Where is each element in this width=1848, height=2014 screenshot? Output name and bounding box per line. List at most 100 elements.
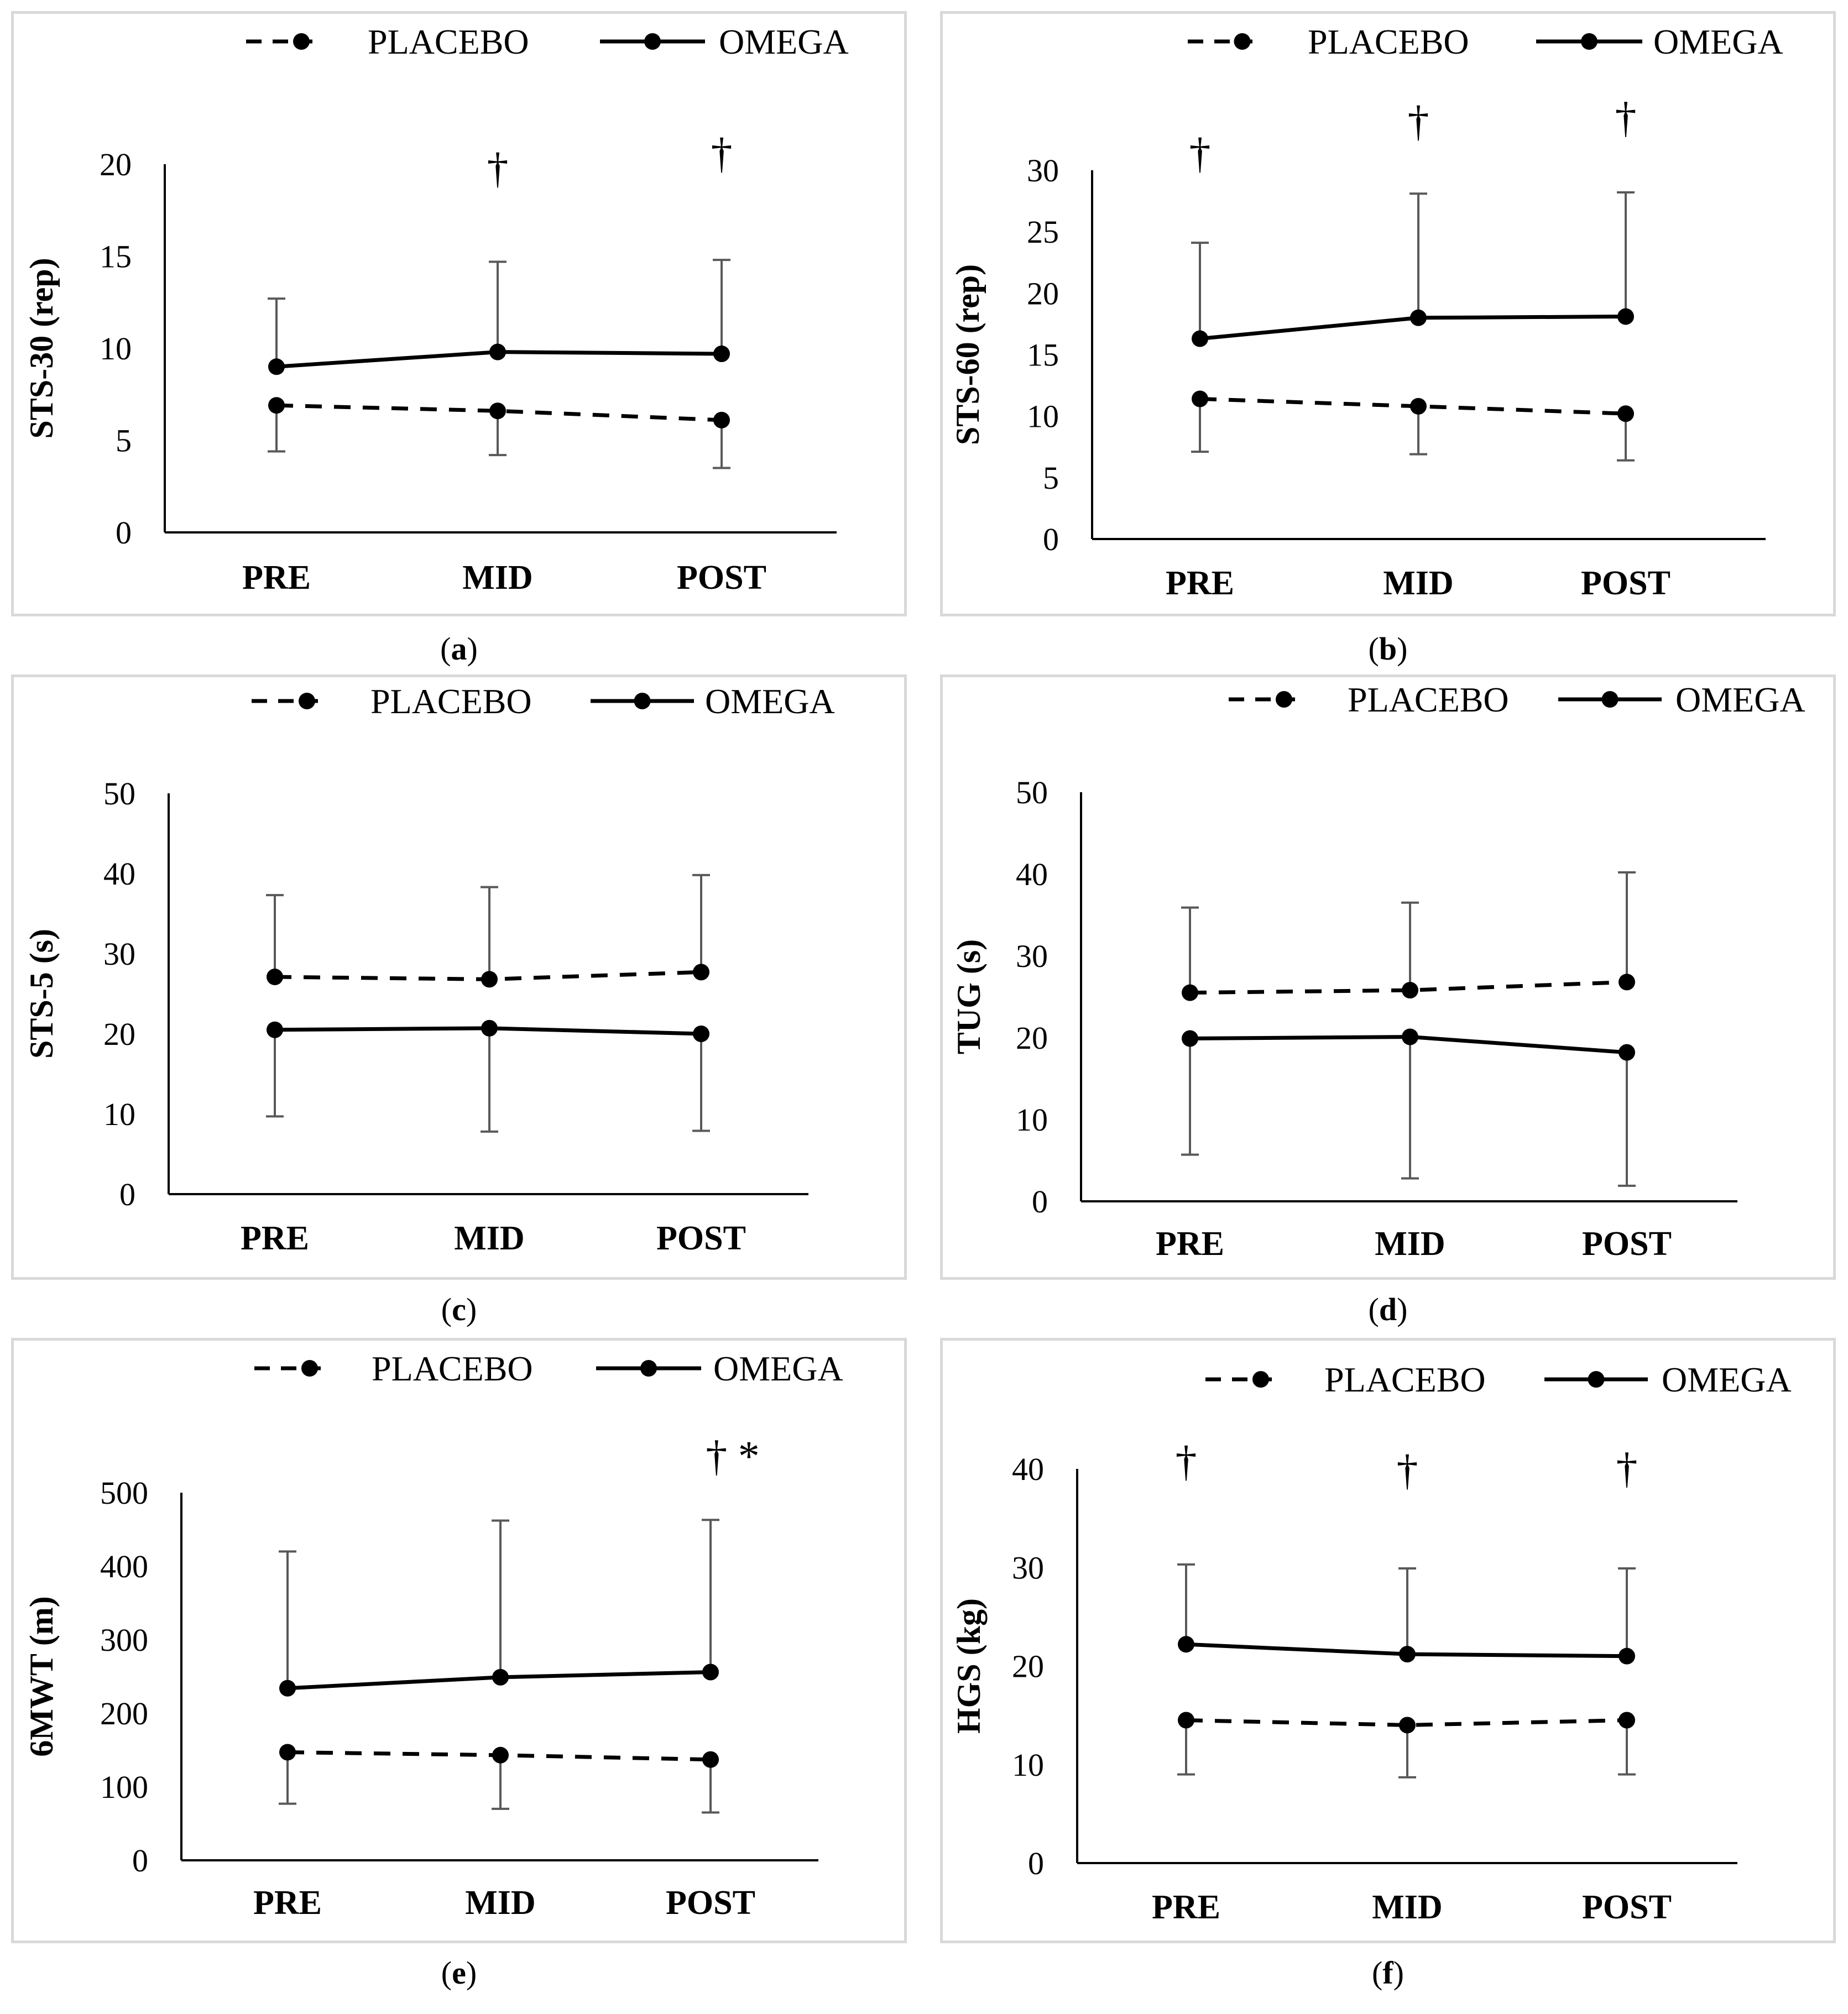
data-point-omega bbox=[481, 1019, 498, 1037]
legend-placebo-label: PLACEBO bbox=[370, 682, 532, 721]
legend-placebo-label: PLACEBO bbox=[1324, 1360, 1486, 1399]
y-tick-label: 5 bbox=[1043, 460, 1059, 496]
legend-placebo-label: PLACEBO bbox=[1348, 680, 1509, 719]
legend-omega-marker bbox=[640, 1360, 657, 1377]
y-tick-label: 50 bbox=[1016, 775, 1048, 810]
panel-f-frame bbox=[940, 1338, 1836, 1943]
data-point-omega bbox=[1182, 1030, 1198, 1047]
legend-omega-label: OMEGA bbox=[1653, 22, 1783, 61]
y-tick-label: 30 bbox=[1016, 938, 1048, 974]
panel-a-frame bbox=[11, 11, 907, 616]
y-tick-label: 20 bbox=[1012, 1649, 1044, 1685]
caption-letter: c bbox=[452, 1291, 466, 1327]
data-point-omega bbox=[702, 1663, 719, 1681]
legend-placebo-marker bbox=[299, 693, 315, 709]
data-point-placebo bbox=[693, 964, 709, 981]
series-line-placebo bbox=[1199, 397, 1626, 416]
panel-f-caption: (f) bbox=[1372, 1955, 1404, 1991]
x-tick-label: POST bbox=[656, 1220, 746, 1257]
caption-letter: d bbox=[1379, 1291, 1397, 1327]
panel-b-caption: (b) bbox=[1368, 631, 1408, 667]
data-point-omega bbox=[1619, 1044, 1635, 1061]
y-tick-label: 30 bbox=[1027, 153, 1059, 189]
series-line-placebo bbox=[276, 403, 722, 422]
data-point-omega bbox=[489, 343, 506, 360]
legend-placebo-marker bbox=[1276, 691, 1292, 708]
significance-marker: † bbox=[1615, 93, 1637, 142]
x-tick-label: POST bbox=[1582, 1889, 1672, 1926]
legend: PLACEBO OMEGA bbox=[1188, 22, 1783, 61]
caption-letter: b bbox=[1379, 631, 1397, 667]
panel-e-caption: (e) bbox=[441, 1955, 477, 1991]
y-tick-label: 10 bbox=[1012, 1747, 1044, 1783]
y-tick-label: 20 bbox=[100, 147, 132, 182]
data-point-omega bbox=[693, 1026, 709, 1042]
legend-omega-marker bbox=[1581, 33, 1598, 50]
x-tick-label: PRE bbox=[1156, 1225, 1224, 1263]
data-point-placebo bbox=[492, 1746, 509, 1764]
y-tick-label: 0 bbox=[1043, 521, 1059, 557]
data-point-omega bbox=[1617, 308, 1634, 325]
x-tick-label: POST bbox=[666, 1884, 755, 1922]
y-tick-label: 10 bbox=[1016, 1102, 1048, 1138]
data-point-placebo bbox=[489, 402, 506, 420]
y-tick-label: 5 bbox=[116, 423, 132, 459]
chart-panel-d: 0 10 20 30 40 50 TUG (s) PRE MID POST PLACEBO OMEGA bbox=[951, 680, 1805, 1263]
y-tick-label: 10 bbox=[1027, 399, 1059, 435]
y-tick-label: 20 bbox=[1016, 1020, 1048, 1056]
caption-letter: a bbox=[451, 631, 467, 667]
data-point-placebo bbox=[1617, 405, 1634, 422]
data-point-placebo bbox=[702, 1751, 719, 1768]
y-tick-label: 300 bbox=[100, 1622, 148, 1658]
y-tick-label: 20 bbox=[103, 1016, 135, 1052]
y-tick-label: 10 bbox=[100, 331, 132, 367]
x-tick-label: PRE bbox=[242, 559, 311, 597]
y-tick-label: 0 bbox=[132, 1843, 148, 1879]
legend-omega-marker bbox=[1601, 691, 1619, 708]
y-axis-title: 6MWT (m) bbox=[23, 1596, 60, 1757]
y-tick-label: 100 bbox=[100, 1769, 148, 1805]
legend-placebo-label: PLACEBO bbox=[368, 22, 529, 61]
x-tick-label: MID bbox=[1375, 1225, 1445, 1263]
caption-letter: f bbox=[1382, 1955, 1393, 1991]
chart-panel-e: 0 100 200 300 400 500 6MWT (m) PRE MID POST † * PLA… bbox=[23, 1349, 843, 1922]
legend-omega-label: OMEGA bbox=[719, 22, 849, 61]
legend: PLACEBO OMEGA bbox=[1205, 1360, 1792, 1399]
panel-c-caption: (c) bbox=[441, 1291, 477, 1327]
significance-marker: † bbox=[1189, 129, 1211, 177]
legend: PLACEBO OMEGA bbox=[254, 1349, 843, 1388]
x-tick-label: MID bbox=[1372, 1889, 1442, 1926]
legend-omega-label: OMEGA bbox=[1675, 680, 1805, 719]
data-point-placebo bbox=[1402, 982, 1418, 999]
x-tick-label: PRE bbox=[241, 1220, 309, 1257]
y-tick-label: 30 bbox=[103, 936, 135, 972]
legend-omega-marker bbox=[644, 33, 661, 50]
y-tick-label: 50 bbox=[103, 776, 135, 812]
y-tick-label: 400 bbox=[100, 1549, 148, 1584]
x-tick-label: PRE bbox=[253, 1884, 322, 1922]
data-point-omega bbox=[267, 1021, 283, 1038]
x-tick-label: MID bbox=[1383, 564, 1453, 602]
y-axis-title: STS-60 (rep) bbox=[949, 264, 986, 445]
significance-marker: † bbox=[487, 144, 509, 192]
data-point-placebo bbox=[713, 411, 730, 428]
data-point-omega bbox=[1410, 309, 1427, 326]
significance-marker: † * bbox=[706, 1432, 760, 1480]
panel-d-caption: (d) bbox=[1368, 1291, 1408, 1327]
x-tick-label: POST bbox=[677, 559, 766, 597]
panel-e-frame bbox=[11, 1338, 907, 1943]
x-tick-label: POST bbox=[1581, 564, 1670, 602]
y-tick-label: 0 bbox=[1032, 1184, 1048, 1220]
data-point-placebo bbox=[481, 971, 498, 988]
legend: PLACEBO OMEGA bbox=[246, 22, 849, 61]
legend-placebo-label: PLACEBO bbox=[372, 1349, 533, 1388]
data-point-omega bbox=[1402, 1028, 1418, 1045]
chart-panel-c: 0 10 20 30 40 50 STS-5 (s) PRE MID POST PLACEBO OME… bbox=[23, 682, 835, 1257]
data-point-placebo bbox=[268, 397, 285, 414]
legend-placebo-label: PLACEBO bbox=[1308, 22, 1469, 61]
data-point-omega bbox=[1399, 1646, 1416, 1663]
data-point-placebo bbox=[1192, 390, 1208, 407]
legend-placebo-marker bbox=[1234, 33, 1251, 50]
x-tick-label: MID bbox=[465, 1884, 535, 1922]
data-point-placebo bbox=[1178, 1712, 1194, 1729]
